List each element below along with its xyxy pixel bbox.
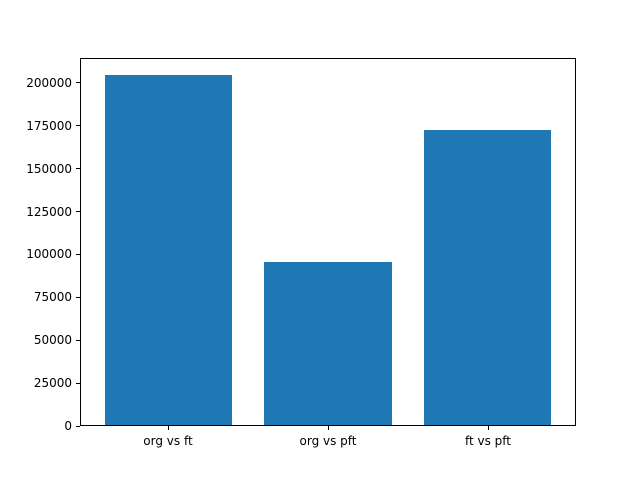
y-tick-label: 50000 — [33, 333, 72, 348]
y-tick-label: 150000 — [26, 161, 72, 176]
bar-org-vs-pft — [264, 262, 392, 425]
bar-ft-vs-pft — [423, 129, 552, 425]
y-tick-mark — [76, 382, 80, 384]
y-tick-mark — [76, 125, 80, 127]
y-tick-mark — [76, 82, 80, 84]
y-tick-label: 175000 — [26, 118, 72, 133]
x-tick-mark — [487, 426, 489, 430]
x-tick-label: org vs ft — [143, 434, 193, 448]
y-tick-mark — [76, 425, 80, 427]
y-tick-label: 75000 — [33, 290, 72, 305]
y-tick-mark — [76, 339, 80, 341]
y-tick-label: 100000 — [26, 247, 72, 262]
y-tick-label: 25000 — [33, 376, 72, 391]
y-tick-mark — [76, 211, 80, 213]
x-tick-label: org vs pft — [299, 434, 357, 448]
plot-area — [80, 58, 576, 426]
x-tick-mark — [327, 426, 329, 430]
y-tick-mark — [76, 168, 80, 170]
x-tick-label: ft vs pft — [464, 434, 512, 448]
y-tick-mark — [76, 253, 80, 255]
x-tick-mark — [167, 426, 169, 430]
bar-org-vs-ft — [104, 75, 233, 425]
y-tick-label: 200000 — [26, 75, 72, 90]
y-tick-label: 0 — [64, 419, 72, 433]
y-tick-mark — [76, 296, 80, 298]
y-tick-label: 125000 — [26, 204, 72, 219]
